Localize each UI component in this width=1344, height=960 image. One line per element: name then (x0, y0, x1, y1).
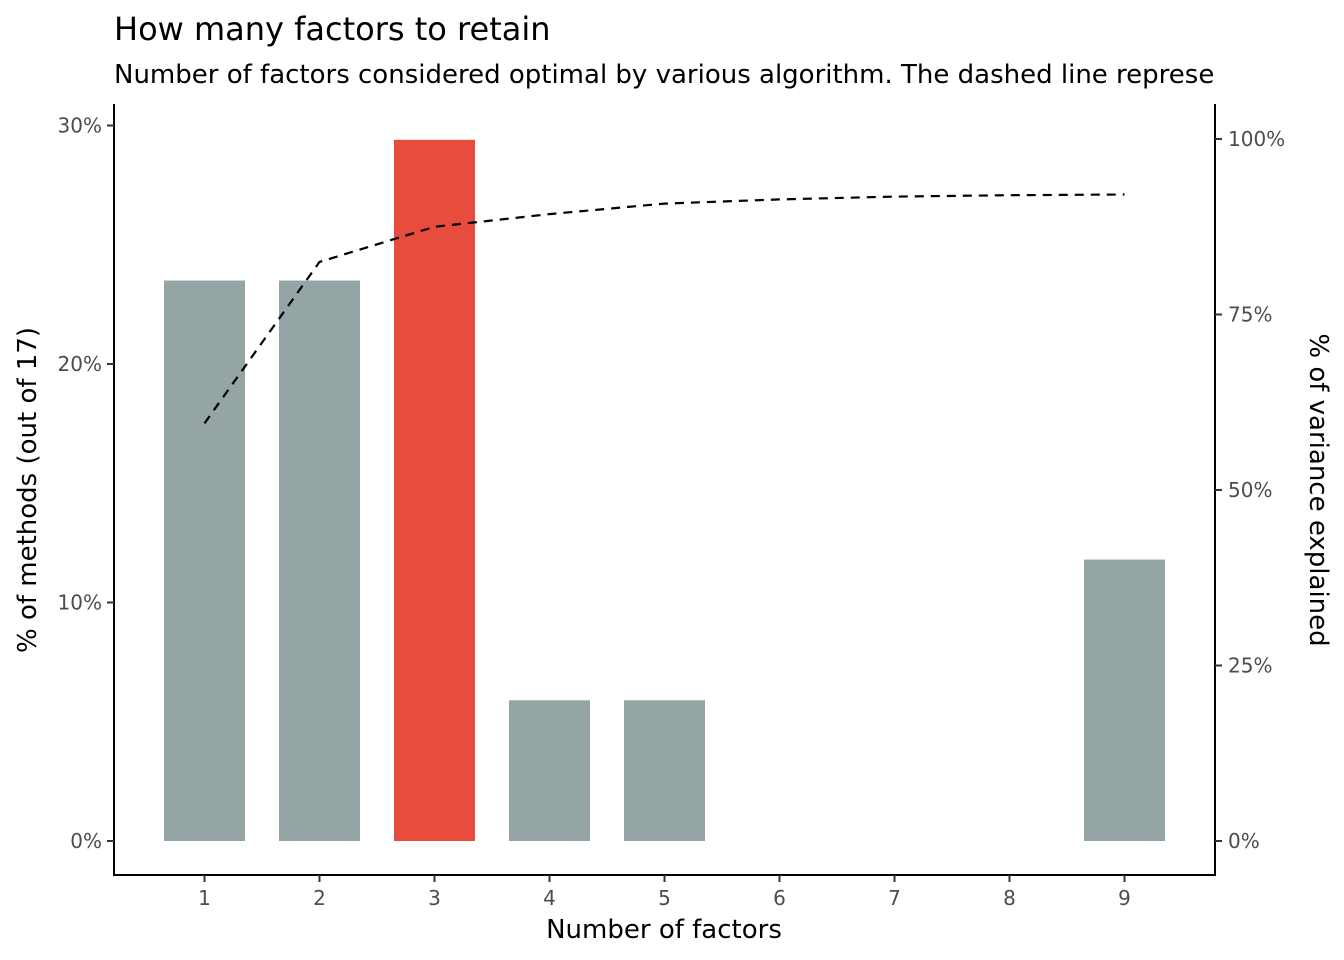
chart-subtitle: Number of factors considered optimal by … (114, 60, 1214, 90)
bars-group (164, 139, 1165, 841)
x-tick-label: 4 (543, 886, 556, 910)
x-tick-label: 8 (1003, 886, 1016, 910)
right-y-tick-label: 0% (1228, 829, 1260, 853)
bar-factor-5 (624, 700, 705, 841)
left-y-tick-label: 30% (58, 114, 102, 138)
x-tick-label: 3 (428, 886, 441, 910)
left-y-tick-label: 10% (58, 591, 102, 615)
bar-factor-1 (164, 280, 245, 841)
bar-factor-2 (279, 280, 360, 841)
x-tick-label: 5 (658, 886, 671, 910)
left-y-axis-title: % of methods (out of 17) (13, 327, 43, 653)
left-y-tick-label: 0% (70, 829, 102, 853)
bar-factor-9 (1084, 559, 1165, 841)
bar-factor-3 (394, 139, 475, 841)
right-y-tick-label: 50% (1228, 478, 1272, 502)
left-y-tick-label: 20% (58, 352, 102, 376)
right-y-tick-label: 25% (1228, 654, 1272, 678)
x-tick-label: 6 (773, 886, 786, 910)
right-y-ticks: 0% 25% 50% 75% 100% (1215, 127, 1285, 853)
left-y-ticks: 0% 10% 20% 30% (58, 114, 114, 853)
right-y-tick-label: 75% (1228, 303, 1272, 327)
x-tick-label: 7 (888, 886, 901, 910)
variance-explained-line (203, 193, 1125, 424)
x-tick-label: 2 (313, 886, 326, 910)
x-tick-label: 1 (198, 886, 211, 910)
x-tick-label: 9 (1118, 886, 1131, 910)
right-y-axis-title: % of variance explained (1303, 333, 1333, 646)
x-axis-title: Number of factors (546, 915, 782, 945)
bar-factor-4 (509, 700, 590, 841)
x-ticks: 1 2 3 4 5 6 7 8 9 (198, 875, 1131, 910)
right-y-tick-label: 100% (1228, 127, 1285, 151)
chart-title: How many factors to retain (114, 10, 551, 48)
